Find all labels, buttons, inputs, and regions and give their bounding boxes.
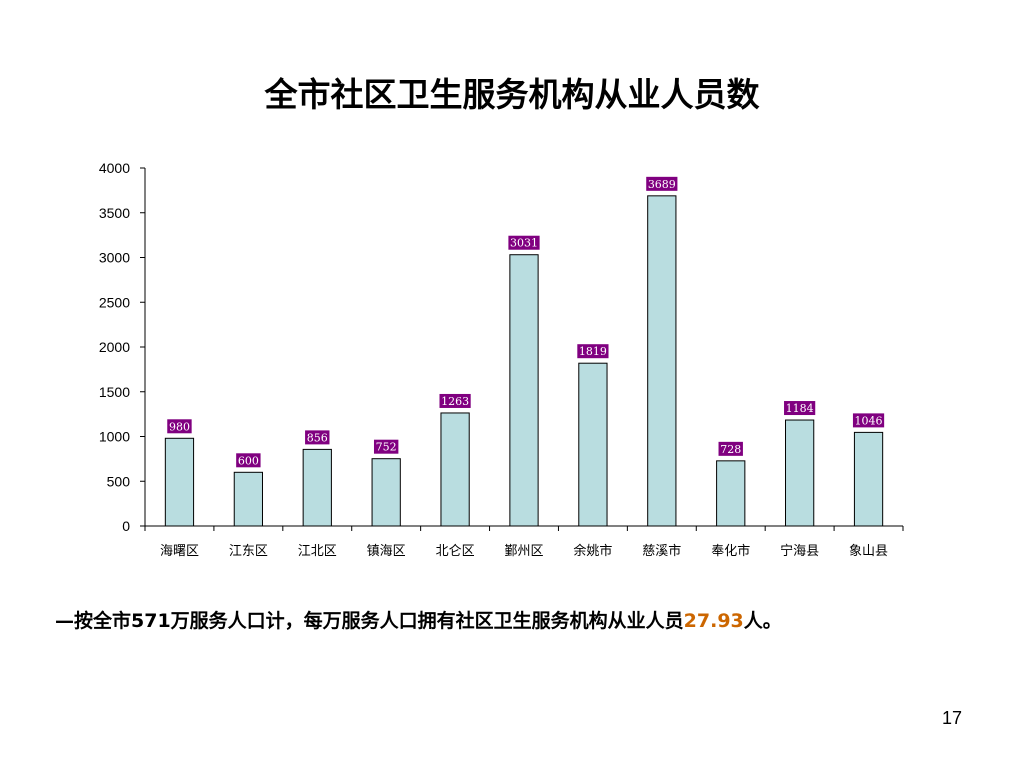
- x-category-label: 奉化市: [711, 543, 750, 559]
- y-tick-label: 4000: [99, 160, 130, 176]
- bar: [785, 419, 815, 527]
- bar-chart: 0 500 1000 1500 2000 2500 3000 3500 4000 海曙区 江东区 江…: [99, 160, 904, 559]
- data-label-box: [646, 176, 678, 191]
- y-tick-label: 1500: [99, 384, 130, 400]
- x-category-label: 海曙区: [160, 544, 199, 559]
- x-category-label: 江东区: [229, 544, 268, 559]
- bars: [164, 195, 884, 527]
- bar: [853, 431, 884, 527]
- bar: [716, 460, 746, 527]
- y-tick-label: 500: [107, 473, 131, 489]
- caption-highlight-value: 27.93: [683, 610, 744, 632]
- bar: [371, 458, 401, 527]
- data-label-box: [508, 235, 540, 250]
- bar: [164, 437, 195, 527]
- data-label: 1263: [441, 395, 469, 408]
- bar: [440, 412, 470, 527]
- x-category-label: 象山县: [849, 544, 888, 559]
- data-label: 3031: [510, 237, 538, 250]
- data-label-box: [439, 393, 471, 408]
- data-label: 1184: [786, 402, 814, 415]
- bar: [647, 195, 677, 527]
- data-label-box: [167, 419, 192, 434]
- data-label-box: [236, 453, 261, 468]
- y-tick-label: 2000: [99, 339, 130, 355]
- y-tick-label: 0: [122, 518, 130, 534]
- y-axis: 0 500 1000 1500 2000 2500 3000 3500 4000: [99, 160, 146, 534]
- x-category-label: 余姚市: [573, 543, 612, 559]
- x-category-label: 慈溪市: [642, 543, 681, 559]
- bar: [302, 448, 332, 527]
- data-label: 980: [169, 420, 190, 433]
- data-label-box: [577, 344, 609, 359]
- x-axis: 海曙区 江东区 江北区 镇海区 北仑区 鄞州区 余姚市 慈溪市 奉化市 宁海县 象山县: [144, 525, 904, 559]
- summary-caption: —按全市571万服务人口计，每万服务人口拥有社区卫生服务机构从业人员27.93人…: [55, 606, 782, 633]
- y-tick-label: 1000: [99, 429, 130, 445]
- y-tick-label: 2500: [99, 294, 130, 310]
- data-label-box: [305, 430, 330, 445]
- page-number: 17: [941, 708, 962, 728]
- chart-title: 全市社区卫生服务机构从业人员数: [264, 75, 760, 114]
- y-tick-label: 3000: [99, 250, 130, 266]
- x-category-label: 江北区: [298, 544, 337, 559]
- bar: [233, 471, 263, 527]
- data-label: 728: [720, 443, 741, 456]
- bar: [578, 362, 608, 527]
- data-label: 1046: [855, 414, 883, 427]
- caption-prefix: —按全市571万服务人口计，每万服务人口拥有社区卫生服务机构从业人员: [55, 610, 684, 632]
- x-category-label: 宁海县: [780, 543, 819, 559]
- data-label: 1819: [579, 345, 607, 358]
- data-label-box: [784, 401, 816, 416]
- data-label: 856: [307, 431, 328, 444]
- data-label-box: [718, 441, 743, 456]
- x-category-label: 北仑区: [436, 544, 475, 559]
- data-label: 3689: [648, 178, 676, 191]
- y-tick-label: 3500: [99, 205, 130, 221]
- x-category-label: 镇海区: [367, 544, 406, 559]
- bar: [509, 254, 539, 527]
- data-label: 752: [376, 441, 397, 454]
- data-label: 600: [238, 454, 259, 467]
- data-labels: 980 600 856 752 1263 3031 1819 3689 728 1184 1046: [167, 176, 885, 468]
- data-label-box: [373, 439, 399, 454]
- caption-suffix: 人。: [743, 610, 782, 632]
- x-category-label: 鄞州区: [504, 544, 543, 559]
- data-label-box: [852, 413, 885, 428]
